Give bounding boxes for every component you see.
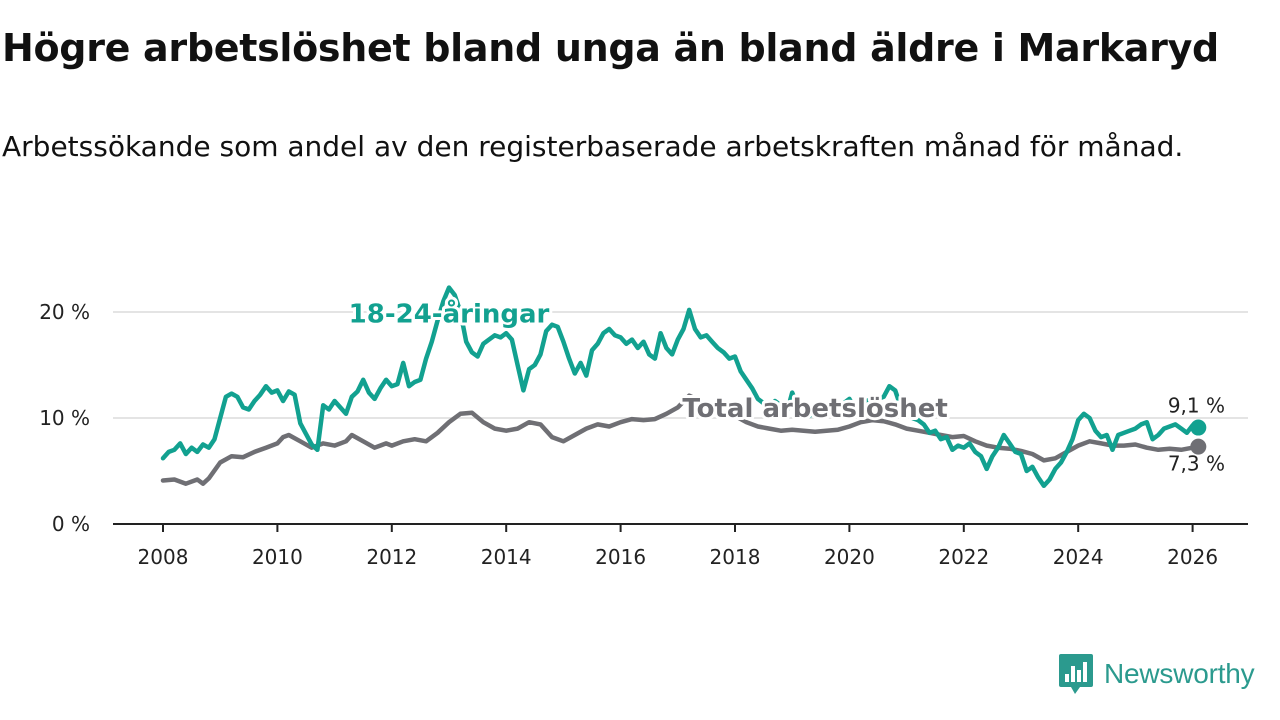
x-tick-label: 2016: [595, 545, 646, 569]
y-tick-label: 0 %: [52, 512, 90, 536]
newsworthy-logo-icon: [1059, 654, 1093, 694]
x-tick-label: 2018: [710, 545, 761, 569]
series-end-marker-youth: [1190, 419, 1207, 436]
series-annotations: 7,3 % 9,1 % 18-24-åringar Total arbetslöshe…: [346, 295, 1225, 476]
series-label-total: Total arbetslöshet: [682, 394, 947, 424]
newsworthy-logo[interactable]: Newsworthy: [1058, 653, 1255, 695]
series-end-label-total: 7,3 %: [1168, 452, 1225, 476]
x-tick-label: 2010: [252, 545, 303, 569]
y-tick-label: 10 %: [39, 406, 90, 430]
x-tick-label: 2008: [138, 545, 189, 569]
chart-title: Högre arbetslöshet bland unga än bland ä…: [2, 26, 1219, 70]
y-tick-label: 20 %: [39, 300, 90, 324]
y-axis: 0 % 10 % 20 %: [39, 300, 90, 536]
series-line-youth: [160, 285, 1201, 489]
x-tick-label: 2026: [1167, 545, 1218, 569]
x-tick-label: 2024: [1053, 545, 1104, 569]
x-axis: 2008 2010 2012 2014 2016 2018 2020 2022 2024 2026: [113, 523, 1248, 569]
chart-subtitle: Arbetssökande som andel av den registerb…: [2, 130, 1184, 163]
series-end-marker-total: [1190, 438, 1207, 455]
x-tick-label: 2020: [824, 545, 875, 569]
series-lines: [160, 285, 1207, 489]
x-tick-label: 2022: [938, 545, 989, 569]
series-label-youth: 18-24-åringar: [349, 298, 550, 330]
series-end-label-youth: 9,1 %: [1168, 394, 1225, 418]
x-tick-label: 2012: [366, 545, 417, 569]
newsworthy-logo-text: Newsworthy: [1104, 658, 1255, 689]
gridlines: [113, 311, 1248, 419]
x-tick-label: 2014: [481, 545, 532, 569]
